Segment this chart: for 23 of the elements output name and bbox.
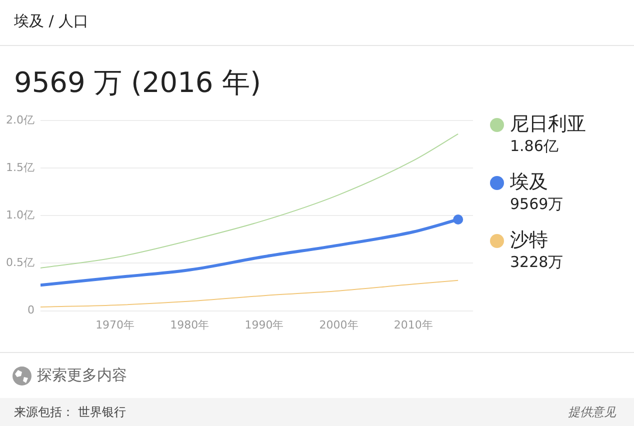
x-tick-label: 1990年 <box>244 318 284 332</box>
y-tick-label: 1.5亿 <box>6 161 34 174</box>
y-tick-label: 1.0亿 <box>6 208 34 222</box>
text: 3228万 <box>510 252 564 272</box>
y-tick-label: 0 <box>27 304 34 317</box>
chart-subtitle: 埃及 / 人口 <box>14 12 89 31</box>
legend-label: 尼日利亚 <box>510 112 586 136</box>
text: 来源包括： 世界银行 <box>14 404 126 421</box>
legend-label: 沙特 <box>510 228 549 252</box>
x-tick-label: 2010年 <box>394 318 433 332</box>
legend-label: 埃及 <box>510 170 549 194</box>
x-tick-label: 2000年 <box>319 318 358 332</box>
line-series <box>40 280 459 308</box>
text: 1.86亿 <box>510 136 560 156</box>
chart-title: 9569 万 (2016 年) <box>14 65 262 101</box>
y-tick-label: 2.0亿 <box>6 113 34 126</box>
text: 提供意见 <box>568 404 616 421</box>
text: 9569万 <box>510 194 564 214</box>
y-tick-label: 0.5亿 <box>6 256 34 270</box>
line-series <box>40 133 459 269</box>
text: 探索更多内容 <box>37 366 127 385</box>
x-tick-label: 1980年 <box>170 318 210 332</box>
x-tick-label: 1970年 <box>96 318 135 332</box>
